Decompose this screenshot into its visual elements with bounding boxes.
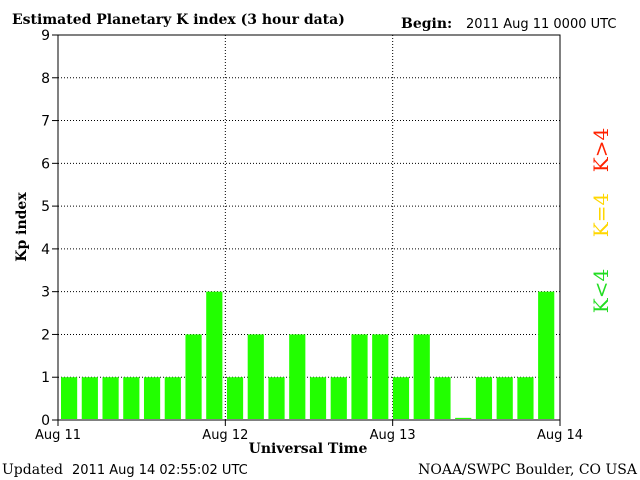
kp-bar <box>206 291 223 419</box>
kp-bar <box>247 334 264 419</box>
y-tick-label: 7 <box>41 114 50 130</box>
kp-bar <box>517 377 534 419</box>
kp-bar <box>268 377 285 419</box>
updated-value: 2011 Aug 14 02:55:02 UTC <box>72 463 248 478</box>
y-tick-label: 5 <box>41 199 50 215</box>
legend-item: K>4 <box>589 128 613 172</box>
kp-bar <box>226 377 244 419</box>
legend: K>4 K=4 K<4 <box>589 128 613 313</box>
kp-bar <box>392 377 410 419</box>
y-tick-label: 0 <box>41 413 50 429</box>
kp-bar <box>372 334 389 419</box>
kp-bar <box>123 377 140 419</box>
source-credit: NOAA/SWPC Boulder, CO USA <box>418 462 638 478</box>
legend-item: K<4 <box>589 269 613 313</box>
kp-bar <box>185 334 202 419</box>
kp-bar <box>102 377 119 419</box>
updated-label: Updated <box>2 462 63 478</box>
x-axis-label: Universal Time <box>249 441 368 457</box>
kp-bar <box>143 377 161 419</box>
y-tick-label: 8 <box>41 71 50 87</box>
kp-bar <box>413 334 430 419</box>
x-axis-ticks: Aug 11 Aug 12 Aug 13 Aug 14 <box>35 420 583 443</box>
x-tick-label: Aug 12 <box>202 428 248 443</box>
y-tick-label: 6 <box>41 156 50 172</box>
kp-bar <box>496 377 513 419</box>
kp-bar <box>309 377 327 419</box>
kp-bar <box>164 377 181 419</box>
x-tick-label: Aug 11 <box>35 428 81 443</box>
begin-label: Begin: <box>401 16 452 32</box>
kp-bar <box>81 377 98 419</box>
kp-bar <box>289 334 306 419</box>
chart-title: Estimated Planetary K index (3 hour data… <box>12 12 345 28</box>
y-tick-label: 4 <box>41 242 50 258</box>
bar-series <box>61 291 555 419</box>
kp-bar <box>351 334 368 419</box>
kp-bar <box>330 377 347 419</box>
x-tick-label: Aug 13 <box>370 428 416 443</box>
y-axis-ticks: 0 1 2 3 4 5 6 7 8 9 <box>41 28 58 429</box>
kp-bar <box>434 377 451 419</box>
x-tick-label: Aug 14 <box>537 428 583 443</box>
y-tick-label: 1 <box>41 370 50 386</box>
kp-bar <box>455 417 472 419</box>
grid-lines <box>58 35 560 420</box>
y-tick-label: 9 <box>41 28 50 44</box>
legend-item: K=4 <box>589 193 613 237</box>
y-axis-label: Kp index <box>14 192 30 262</box>
kp-bar <box>61 377 78 419</box>
kp-bar <box>475 377 493 419</box>
kp-bar <box>538 291 555 419</box>
begin-value: 2011 Aug 11 0000 UTC <box>466 17 616 32</box>
y-tick-label: 3 <box>41 285 50 301</box>
y-tick-label: 2 <box>41 327 50 343</box>
plot-frame <box>57 34 561 421</box>
